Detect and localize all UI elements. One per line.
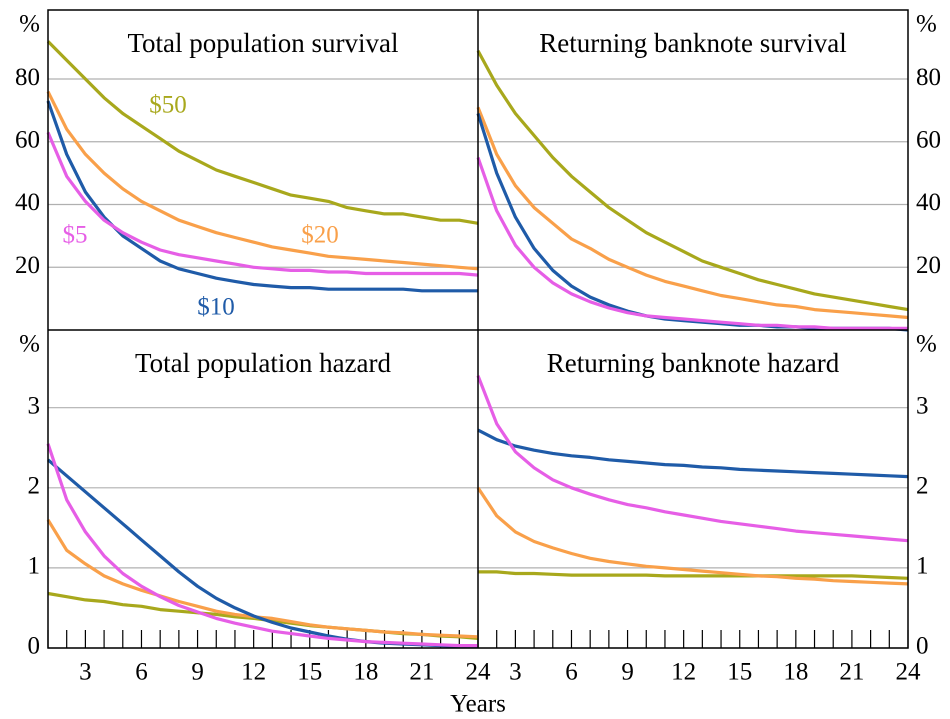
series-line	[476, 486, 909, 586]
series-line	[46, 40, 479, 225]
y-axis-label: %	[916, 331, 937, 358]
series-label: $10	[197, 294, 235, 321]
series-line	[476, 106, 909, 320]
y-tick-label: 20	[15, 252, 40, 279]
x-tick-label: 18	[353, 659, 378, 686]
series-line	[476, 375, 909, 543]
series-label: $5	[63, 222, 88, 249]
series-line	[47, 591, 479, 640]
chart-title: Returning banknote survival	[539, 28, 846, 58]
y-axis-label: %	[19, 331, 40, 358]
series-label: $50	[149, 92, 187, 119]
series-line	[46, 100, 478, 293]
y-tick-label: 60	[916, 126, 941, 153]
chart-title: Returning banknote hazard	[547, 348, 840, 378]
y-tick-label: 80	[916, 64, 941, 91]
y-tick-label: 1	[916, 553, 929, 580]
x-tick-label: 15	[297, 659, 322, 686]
y-tick-label: 2	[28, 473, 41, 500]
y-axis-label: %	[19, 11, 40, 38]
x-tick-label: 21	[409, 659, 434, 686]
series-line	[46, 90, 479, 271]
y-tick-label: 3	[916, 392, 929, 419]
x-tick-label: 3	[509, 659, 522, 686]
series-line	[476, 50, 909, 312]
text-layer: Total population survival%20406080$50$20…	[15, 11, 941, 686]
y-tick-label: 1	[28, 553, 41, 580]
x-tick-label: 24	[466, 659, 492, 686]
series-line	[478, 570, 909, 580]
x-axis-label: Years	[450, 691, 506, 718]
x-tick-label: 6	[565, 659, 578, 686]
y-tick-label: 0	[28, 633, 41, 660]
chart-title: Total population hazard	[135, 348, 392, 378]
x-tick-label: 21	[839, 659, 864, 686]
x-tick-label: 6	[135, 659, 148, 686]
line-layer	[46, 40, 909, 648]
y-tick-label: 0	[916, 633, 929, 660]
x-tick-label: 9	[191, 659, 204, 686]
chart-title: Total population survival	[127, 28, 398, 58]
y-axis-label: %	[916, 11, 937, 38]
series-label: $20	[301, 222, 339, 249]
series-line	[477, 428, 909, 479]
y-tick-label: 80	[15, 64, 40, 91]
x-tick-label: 24	[896, 659, 922, 686]
x-tick-label: 3	[79, 659, 92, 686]
x-tick-label: 18	[783, 659, 808, 686]
y-tick-label: 20	[916, 252, 941, 279]
y-tick-label: 2	[916, 473, 929, 500]
series-line	[46, 443, 478, 648]
y-tick-label: 3	[28, 392, 41, 419]
y-tick-label: 60	[15, 126, 40, 153]
series-line	[476, 156, 908, 330]
y-tick-label: 40	[15, 189, 40, 216]
x-tick-label: 12	[671, 659, 696, 686]
x-tick-label: 15	[727, 659, 752, 686]
series-line	[46, 131, 479, 277]
x-tick-label: 12	[241, 659, 266, 686]
y-tick-label: 40	[916, 189, 941, 216]
x-tick-label: 9	[621, 659, 634, 686]
